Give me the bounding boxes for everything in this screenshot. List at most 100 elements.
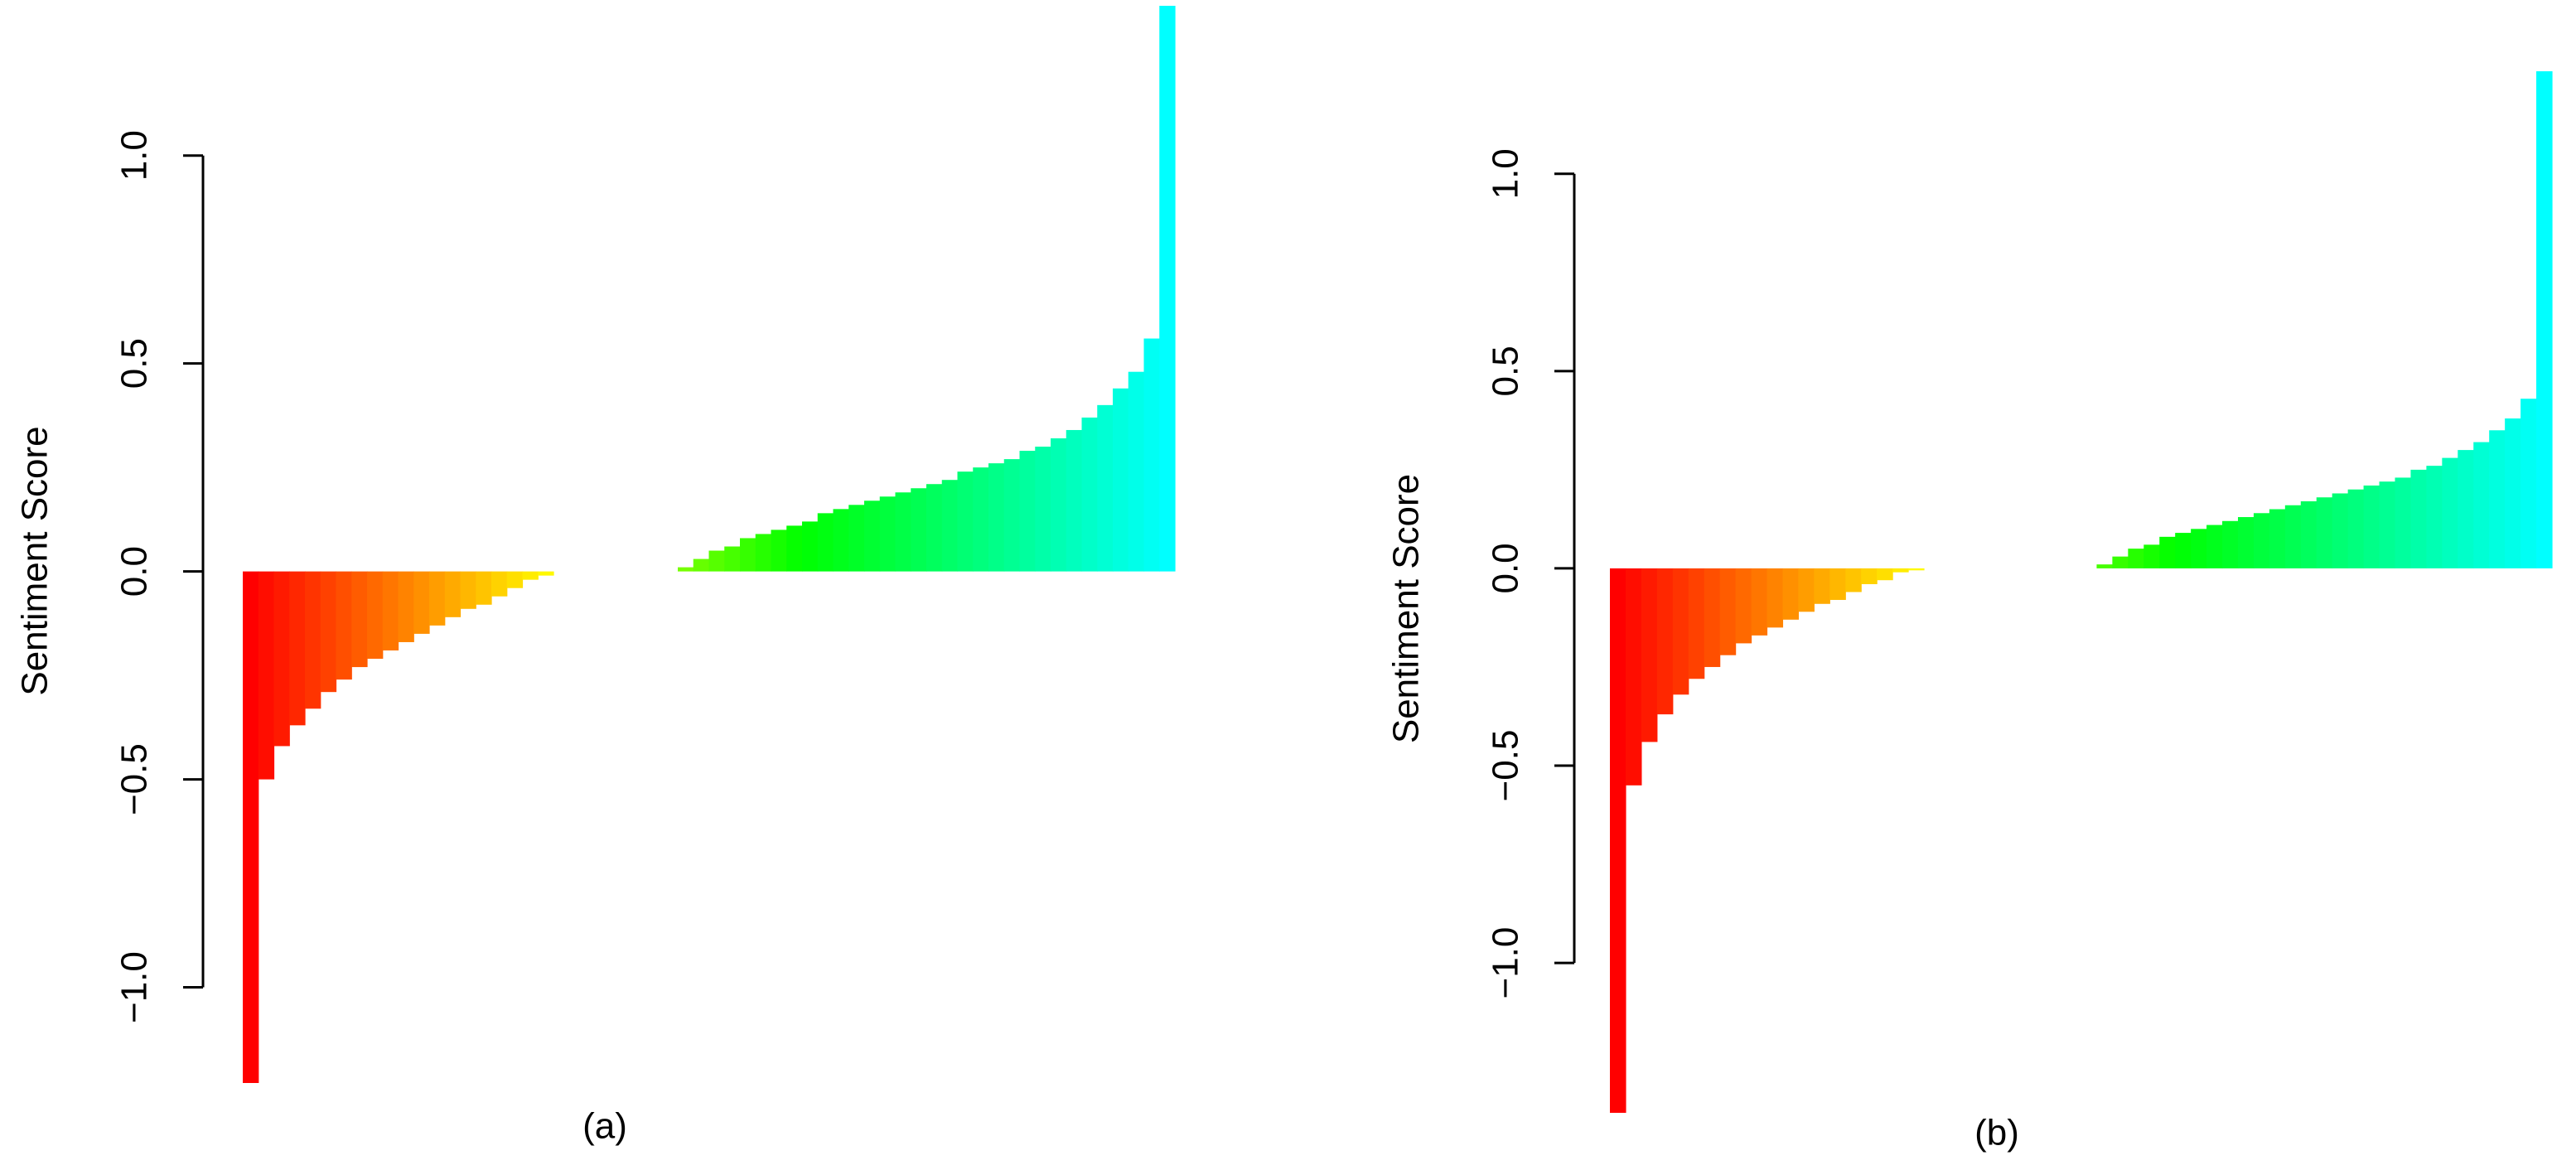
- bar: [320, 571, 337, 693]
- y-tick-label: −1.0: [1486, 927, 1526, 999]
- bar: [2395, 477, 2412, 568]
- bar: [305, 571, 321, 709]
- bar: [398, 571, 414, 642]
- bar: [522, 571, 539, 580]
- bar: [817, 513, 834, 572]
- y-tick-label: 1.0: [1486, 148, 1526, 199]
- bar: [2442, 457, 2458, 568]
- bar: [2347, 489, 2365, 568]
- bar: [1751, 568, 1768, 636]
- bar: [802, 521, 819, 572]
- bar: [1641, 568, 1658, 742]
- bar: [2175, 533, 2192, 568]
- bar: [2489, 430, 2506, 568]
- bar: [1877, 568, 1893, 581]
- bar: [273, 571, 290, 747]
- bar: [2191, 529, 2207, 568]
- bar: [988, 463, 1005, 572]
- bar: [740, 538, 756, 572]
- bar: [2112, 556, 2129, 568]
- bar: [1735, 568, 1752, 644]
- bar: [678, 567, 694, 572]
- y-tick-label: 0.0: [114, 546, 155, 597]
- bar: [755, 534, 772, 572]
- bar: [1143, 338, 1160, 572]
- bar: [973, 467, 989, 572]
- bar: [1003, 459, 1021, 572]
- bar: [351, 571, 368, 668]
- bar: [413, 571, 430, 634]
- bar: [2269, 509, 2286, 568]
- bar: [1719, 568, 1737, 655]
- bar: [382, 571, 399, 650]
- bar: [2536, 71, 2553, 568]
- bar: [243, 571, 259, 1083]
- bar: [2159, 536, 2176, 568]
- bar: [1688, 568, 1705, 679]
- bar: [1892, 568, 1909, 573]
- bar: [2332, 493, 2349, 568]
- bar: [1656, 568, 1674, 715]
- bar: [2426, 466, 2443, 568]
- bar: [367, 571, 384, 660]
- bar: [911, 488, 927, 572]
- bar: [1829, 568, 1846, 601]
- y-tick-label: 0.0: [1486, 543, 1526, 593]
- bar: [693, 558, 710, 572]
- bar: [833, 509, 849, 572]
- bar: [2284, 505, 2302, 568]
- bar: [1610, 568, 1626, 1113]
- bar: [1845, 568, 1862, 592]
- bar: [491, 571, 508, 597]
- bar: [1672, 568, 1689, 695]
- bar: [2410, 469, 2427, 568]
- x-axis-label: (b): [1974, 1113, 2019, 1153]
- y-tick-label: −0.5: [1486, 730, 1526, 802]
- bar: [2253, 513, 2270, 568]
- bar: [1798, 568, 1815, 612]
- y-tick-label: −1.0: [114, 951, 155, 1023]
- bar: [1113, 388, 1129, 572]
- bar: [1782, 568, 1799, 620]
- bar: [1704, 568, 1721, 667]
- bar: [1159, 6, 1176, 572]
- bar: [289, 571, 306, 726]
- bar: [2222, 520, 2239, 568]
- bar: [1625, 568, 1642, 786]
- bar: [2238, 517, 2255, 568]
- bar: [2206, 525, 2223, 568]
- bar: [1019, 451, 1036, 572]
- bar: [2473, 442, 2490, 568]
- bar: [864, 500, 881, 572]
- y-axis-label: Sentiment Score: [1386, 474, 1427, 743]
- bar: [708, 550, 725, 572]
- bar: [2300, 500, 2317, 568]
- bar: [506, 571, 524, 588]
- bar: [429, 571, 446, 626]
- bar: [1081, 417, 1098, 572]
- y-tick-label: 0.5: [1486, 346, 1526, 396]
- bar: [1766, 568, 1784, 628]
- bar: [724, 546, 741, 572]
- bar: [1814, 568, 1830, 604]
- bar: [2520, 399, 2537, 568]
- bar: [258, 571, 275, 780]
- bar: [1128, 371, 1145, 572]
- bar: [538, 571, 554, 576]
- bar: [2316, 497, 2333, 568]
- bar: [1908, 568, 1925, 571]
- bar: [2128, 549, 2144, 568]
- bar: [1066, 429, 1083, 572]
- bar: [926, 484, 943, 572]
- bar: [1861, 568, 1878, 584]
- bar: [848, 505, 865, 572]
- bar: [771, 529, 787, 572]
- bar: [895, 492, 911, 572]
- bar: [879, 496, 897, 572]
- bar: [2458, 450, 2474, 568]
- bar: [786, 525, 803, 572]
- bar: [336, 571, 352, 680]
- bar: [460, 571, 476, 609]
- bar: [2379, 481, 2396, 568]
